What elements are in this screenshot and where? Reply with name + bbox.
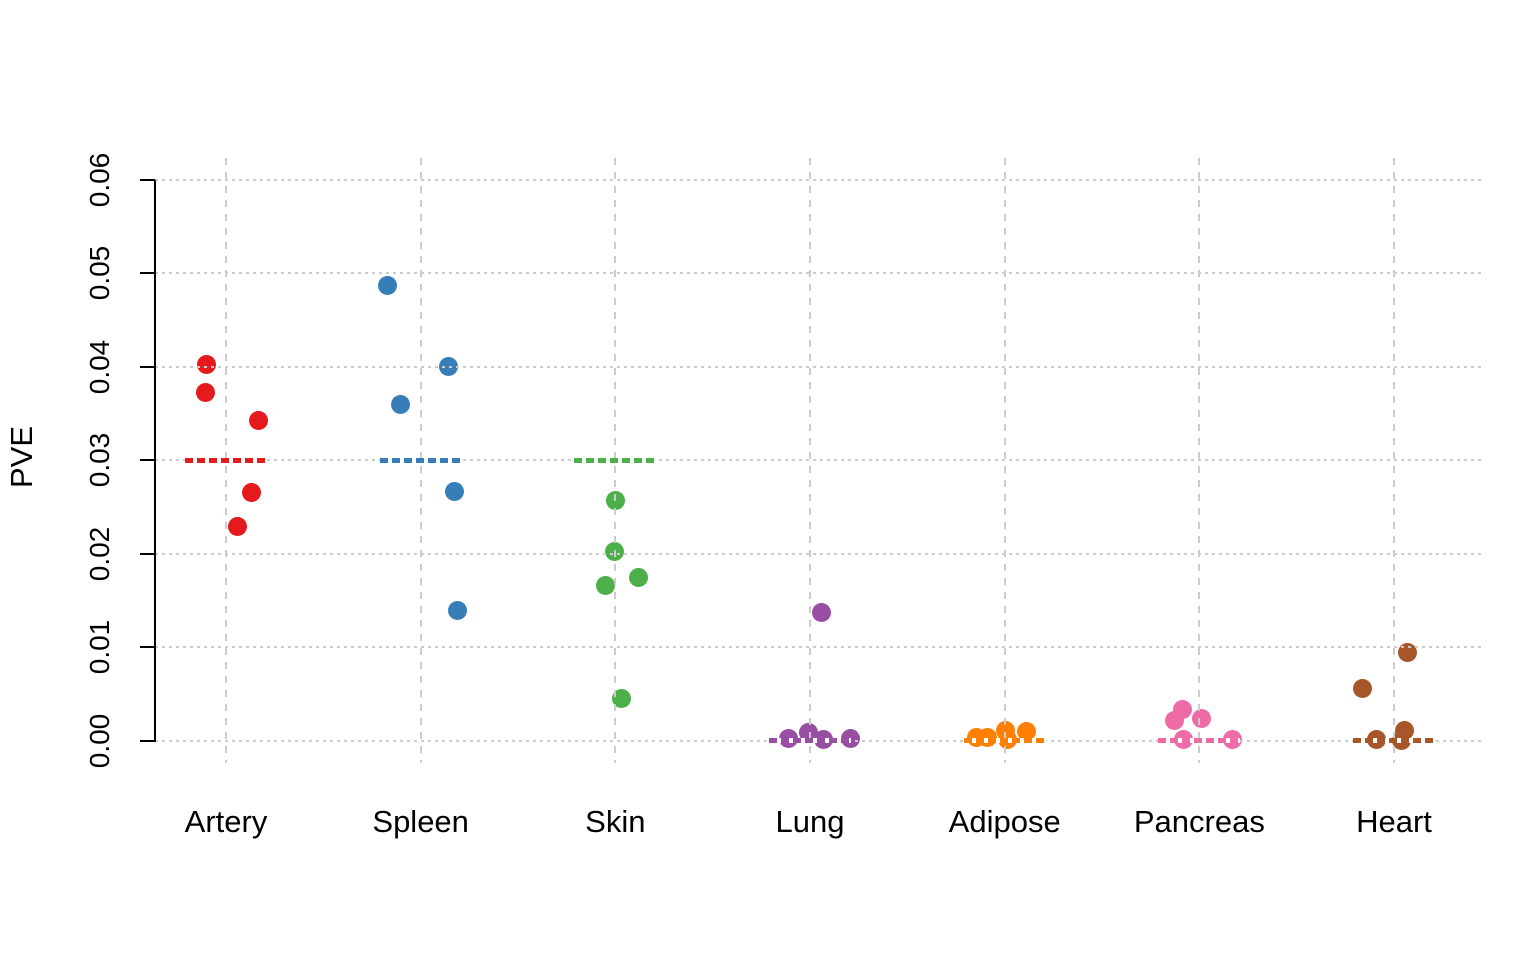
- data-point-spleen: [439, 357, 459, 377]
- y-axis-tick: [140, 459, 155, 462]
- y-tick-label: 0.04: [84, 339, 115, 395]
- data-point-lung: [798, 722, 818, 742]
- reference-line-heart: [1353, 738, 1436, 743]
- data-point-skin: [604, 542, 624, 562]
- x-axis-label-spleen: Spleen: [372, 804, 469, 839]
- data-point-artery: [195, 382, 215, 402]
- x-axis-label-heart: Heart: [1356, 804, 1432, 839]
- data-point-artery: [241, 483, 261, 503]
- y-tick-label: 0.03: [84, 433, 115, 488]
- y-axis-tick: [140, 646, 155, 649]
- data-point-adipose: [1017, 721, 1037, 741]
- reference-line-artery: [185, 457, 267, 463]
- y-axis-line: [154, 180, 156, 742]
- y-tick-label: 0.01: [84, 619, 115, 675]
- data-point-artery: [227, 517, 247, 537]
- data-point-skin: [611, 688, 631, 708]
- x-axis-label-pancreas: Pancreas: [1133, 804, 1265, 839]
- reference-line-adipose: [963, 738, 1046, 743]
- horizontal-gridline: [155, 552, 1484, 555]
- horizontal-gridline: [155, 272, 1484, 275]
- vertical-gridline: [1393, 158, 1396, 763]
- y-tick-label: 0.05: [84, 246, 115, 301]
- data-point-spleen: [378, 276, 398, 296]
- horizontal-gridline: [155, 365, 1484, 368]
- vertical-gridline: [809, 158, 811, 763]
- reference-line-lung: [769, 738, 851, 743]
- y-axis-tick: [140, 272, 155, 275]
- y-tick-label: 0.06: [84, 152, 115, 208]
- vertical-gridline: [1198, 158, 1201, 763]
- data-point-heart: [1397, 643, 1417, 663]
- data-point-pancreas: [1164, 711, 1184, 731]
- y-tick-label: 0.02: [84, 526, 115, 581]
- reference-line-pancreas: [1158, 738, 1241, 743]
- x-axis-label-adipose: Adipose: [948, 804, 1061, 839]
- data-point-spleen: [391, 394, 411, 414]
- y-axis-title: PVE: [4, 425, 39, 489]
- data-point-artery: [196, 354, 216, 374]
- vertical-gridline: [1003, 158, 1006, 763]
- y-axis-tick: [140, 365, 155, 368]
- data-point-pancreas: [1191, 708, 1211, 728]
- x-axis-label-artery: Artery: [184, 804, 268, 839]
- horizontal-gridline: [155, 459, 1484, 462]
- horizontal-gridline: [155, 646, 1484, 649]
- data-point-skin: [628, 568, 648, 588]
- data-point-spleen: [445, 481, 465, 501]
- x-axis-label-lung: Lung: [775, 804, 845, 839]
- y-tick-label: 0.00: [84, 713, 115, 768]
- y-axis-tick: [140, 179, 155, 181]
- data-point-lung: [811, 603, 831, 623]
- data-point-skin: [605, 490, 625, 510]
- horizontal-gridline: [155, 179, 1484, 181]
- y-axis-tick: [140, 552, 155, 555]
- data-point-artery: [248, 410, 268, 430]
- reference-line-skin: [574, 457, 657, 463]
- x-axis-label-skin: Skin: [585, 804, 646, 839]
- data-point-skin: [595, 575, 615, 595]
- data-point-spleen: [448, 601, 468, 621]
- reference-line-spleen: [379, 457, 462, 463]
- data-point-heart: [1352, 678, 1372, 698]
- y-axis-tick: [140, 739, 155, 742]
